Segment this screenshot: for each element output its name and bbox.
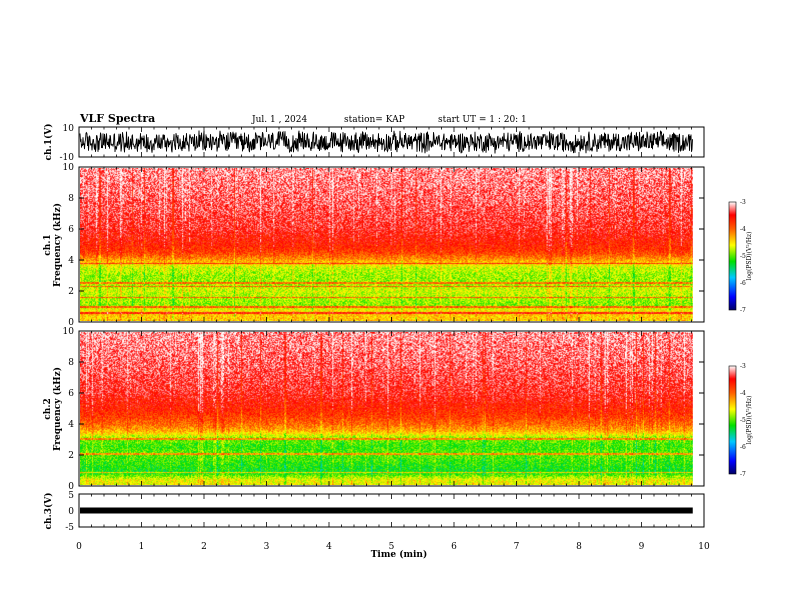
ch1-waveform-trace — [79, 130, 693, 154]
colorbar-tick--7: -7 — [740, 471, 746, 478]
date-label: Jul. 1 , 2024 — [251, 115, 307, 125]
time-tick-6: 6 — [451, 542, 457, 552]
colorbar-tick--6: -6 — [740, 280, 746, 287]
frame-minor-ticks — [78, 127, 705, 527]
spectrogram-ytick-8: 8 — [68, 358, 74, 368]
start-time-label: start UT = 1 : 20: 1 — [438, 115, 527, 125]
spectrogram-ytick-6: 6 — [68, 389, 74, 399]
ch3-ytick-top: 5 — [68, 491, 74, 501]
ch3-waveform-ylabel: ch.3(V) — [43, 493, 54, 530]
ch3-waveform-trace — [80, 507, 693, 514]
ch1-colorbar-ticks: -3 -4 -5 -6 -7 — [740, 199, 746, 314]
time-tick-0: 0 — [76, 542, 82, 552]
station-label: station= KAP — [344, 115, 405, 125]
spectrogram-ytick-2: 2 — [68, 451, 74, 461]
colorbar-tick--3: -3 — [740, 363, 746, 370]
time-tick-8: 8 — [576, 542, 582, 552]
colorbar-tick--5: -5 — [740, 253, 746, 260]
ch3-waveform-panel: 5 0 -5 ch.3(V) 0 1 2 3 4 5 6 7 8 9 10 Time (min) — [43, 491, 710, 560]
time-axis-label: Time (min) — [371, 549, 428, 560]
spectrogram-ytick-0: 0 — [68, 482, 74, 492]
ch2-colorbar-ticks: -3 -4 -5 -6 -7 — [740, 363, 746, 478]
ch1-ytick-bottom: -10 — [60, 153, 75, 163]
colorbar-tick--4: -4 — [740, 390, 746, 397]
spectrogram-ytick-8: 8 — [68, 194, 74, 204]
time-tick-2: 2 — [201, 542, 207, 552]
time-tick-9: 9 — [639, 542, 645, 552]
spectrogram-ytick-0: 0 — [68, 318, 74, 328]
time-axis-ticks: 0 1 2 3 4 5 6 7 8 9 10 — [76, 542, 710, 552]
spectrogram-ytick-10: 10 — [63, 327, 75, 337]
ch1-colorbar-label: log(PSD)(V²/Hz) — [746, 232, 753, 281]
time-tick-3: 3 — [264, 542, 270, 552]
ch1-spectrogram-ylabel-frequency: Frequency (kHz) — [52, 203, 63, 287]
colorbar-tick--7: -7 — [740, 307, 746, 314]
ch2-colorbar — [728, 365, 737, 475]
time-tick-1: 1 — [139, 542, 145, 552]
colorbar-tick--6: -6 — [740, 444, 746, 451]
spectrogram-ytick-4: 4 — [68, 256, 74, 266]
ch1-spectrogram-yticks: 0 2 4 6 8 10 — [63, 163, 704, 328]
ch2-spectrogram-image — [80, 332, 693, 485]
ch1-colorbar — [728, 201, 737, 311]
colorbar-tick--4: -4 — [740, 226, 746, 233]
spectrogram-ytick-10: 10 — [63, 163, 75, 173]
spectrogram-ytick-2: 2 — [68, 287, 74, 297]
time-tick-4: 4 — [326, 542, 332, 552]
spectrogram-ytick-4: 4 — [68, 420, 74, 430]
ch1-spectrogram-ylabel-channel: ch.1 — [43, 234, 53, 255]
figure-title: VLF Spectra — [79, 112, 155, 125]
colorbar-tick--3: -3 — [740, 199, 746, 206]
ch2-spectrogram-ylabel-frequency: Frequency (kHz) — [52, 367, 63, 451]
time-tick-7: 7 — [514, 542, 520, 552]
ch1-ytick-top: 10 — [63, 124, 75, 134]
ch1-waveform-ylabel: ch.1(V) — [43, 124, 54, 161]
ch2-spectrogram-yticks: 0 2 4 6 8 10 — [63, 327, 704, 492]
ch1-spectrogram-image — [80, 168, 693, 321]
ch2-colorbar-label: log(PSD)(V²/Hz) — [746, 396, 753, 445]
time-tick-10: 10 — [698, 542, 710, 552]
ch1-waveform-panel: 10 -10 ch.1(V) — [43, 124, 705, 163]
colorbar-tick--5: -5 — [740, 417, 746, 424]
ch3-ytick-bottom: -5 — [65, 523, 74, 533]
spectrogram-ytick-6: 6 — [68, 225, 74, 235]
time-tick-5: 5 — [389, 542, 395, 552]
ch3-ytick-middle: 0 — [68, 507, 74, 517]
ch2-spectrogram-ylabel-channel: ch.2 — [43, 398, 53, 419]
